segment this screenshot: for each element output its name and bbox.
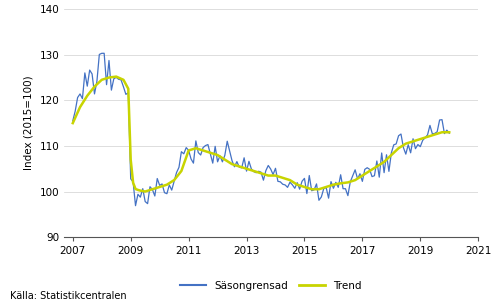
Y-axis label: Index (2015=100): Index (2015=100) (24, 76, 34, 171)
Text: Källa: Statistikcentralen: Källa: Statistikcentralen (10, 291, 127, 301)
Legend: Säsongrensad, Trend: Säsongrensad, Trend (176, 277, 366, 295)
